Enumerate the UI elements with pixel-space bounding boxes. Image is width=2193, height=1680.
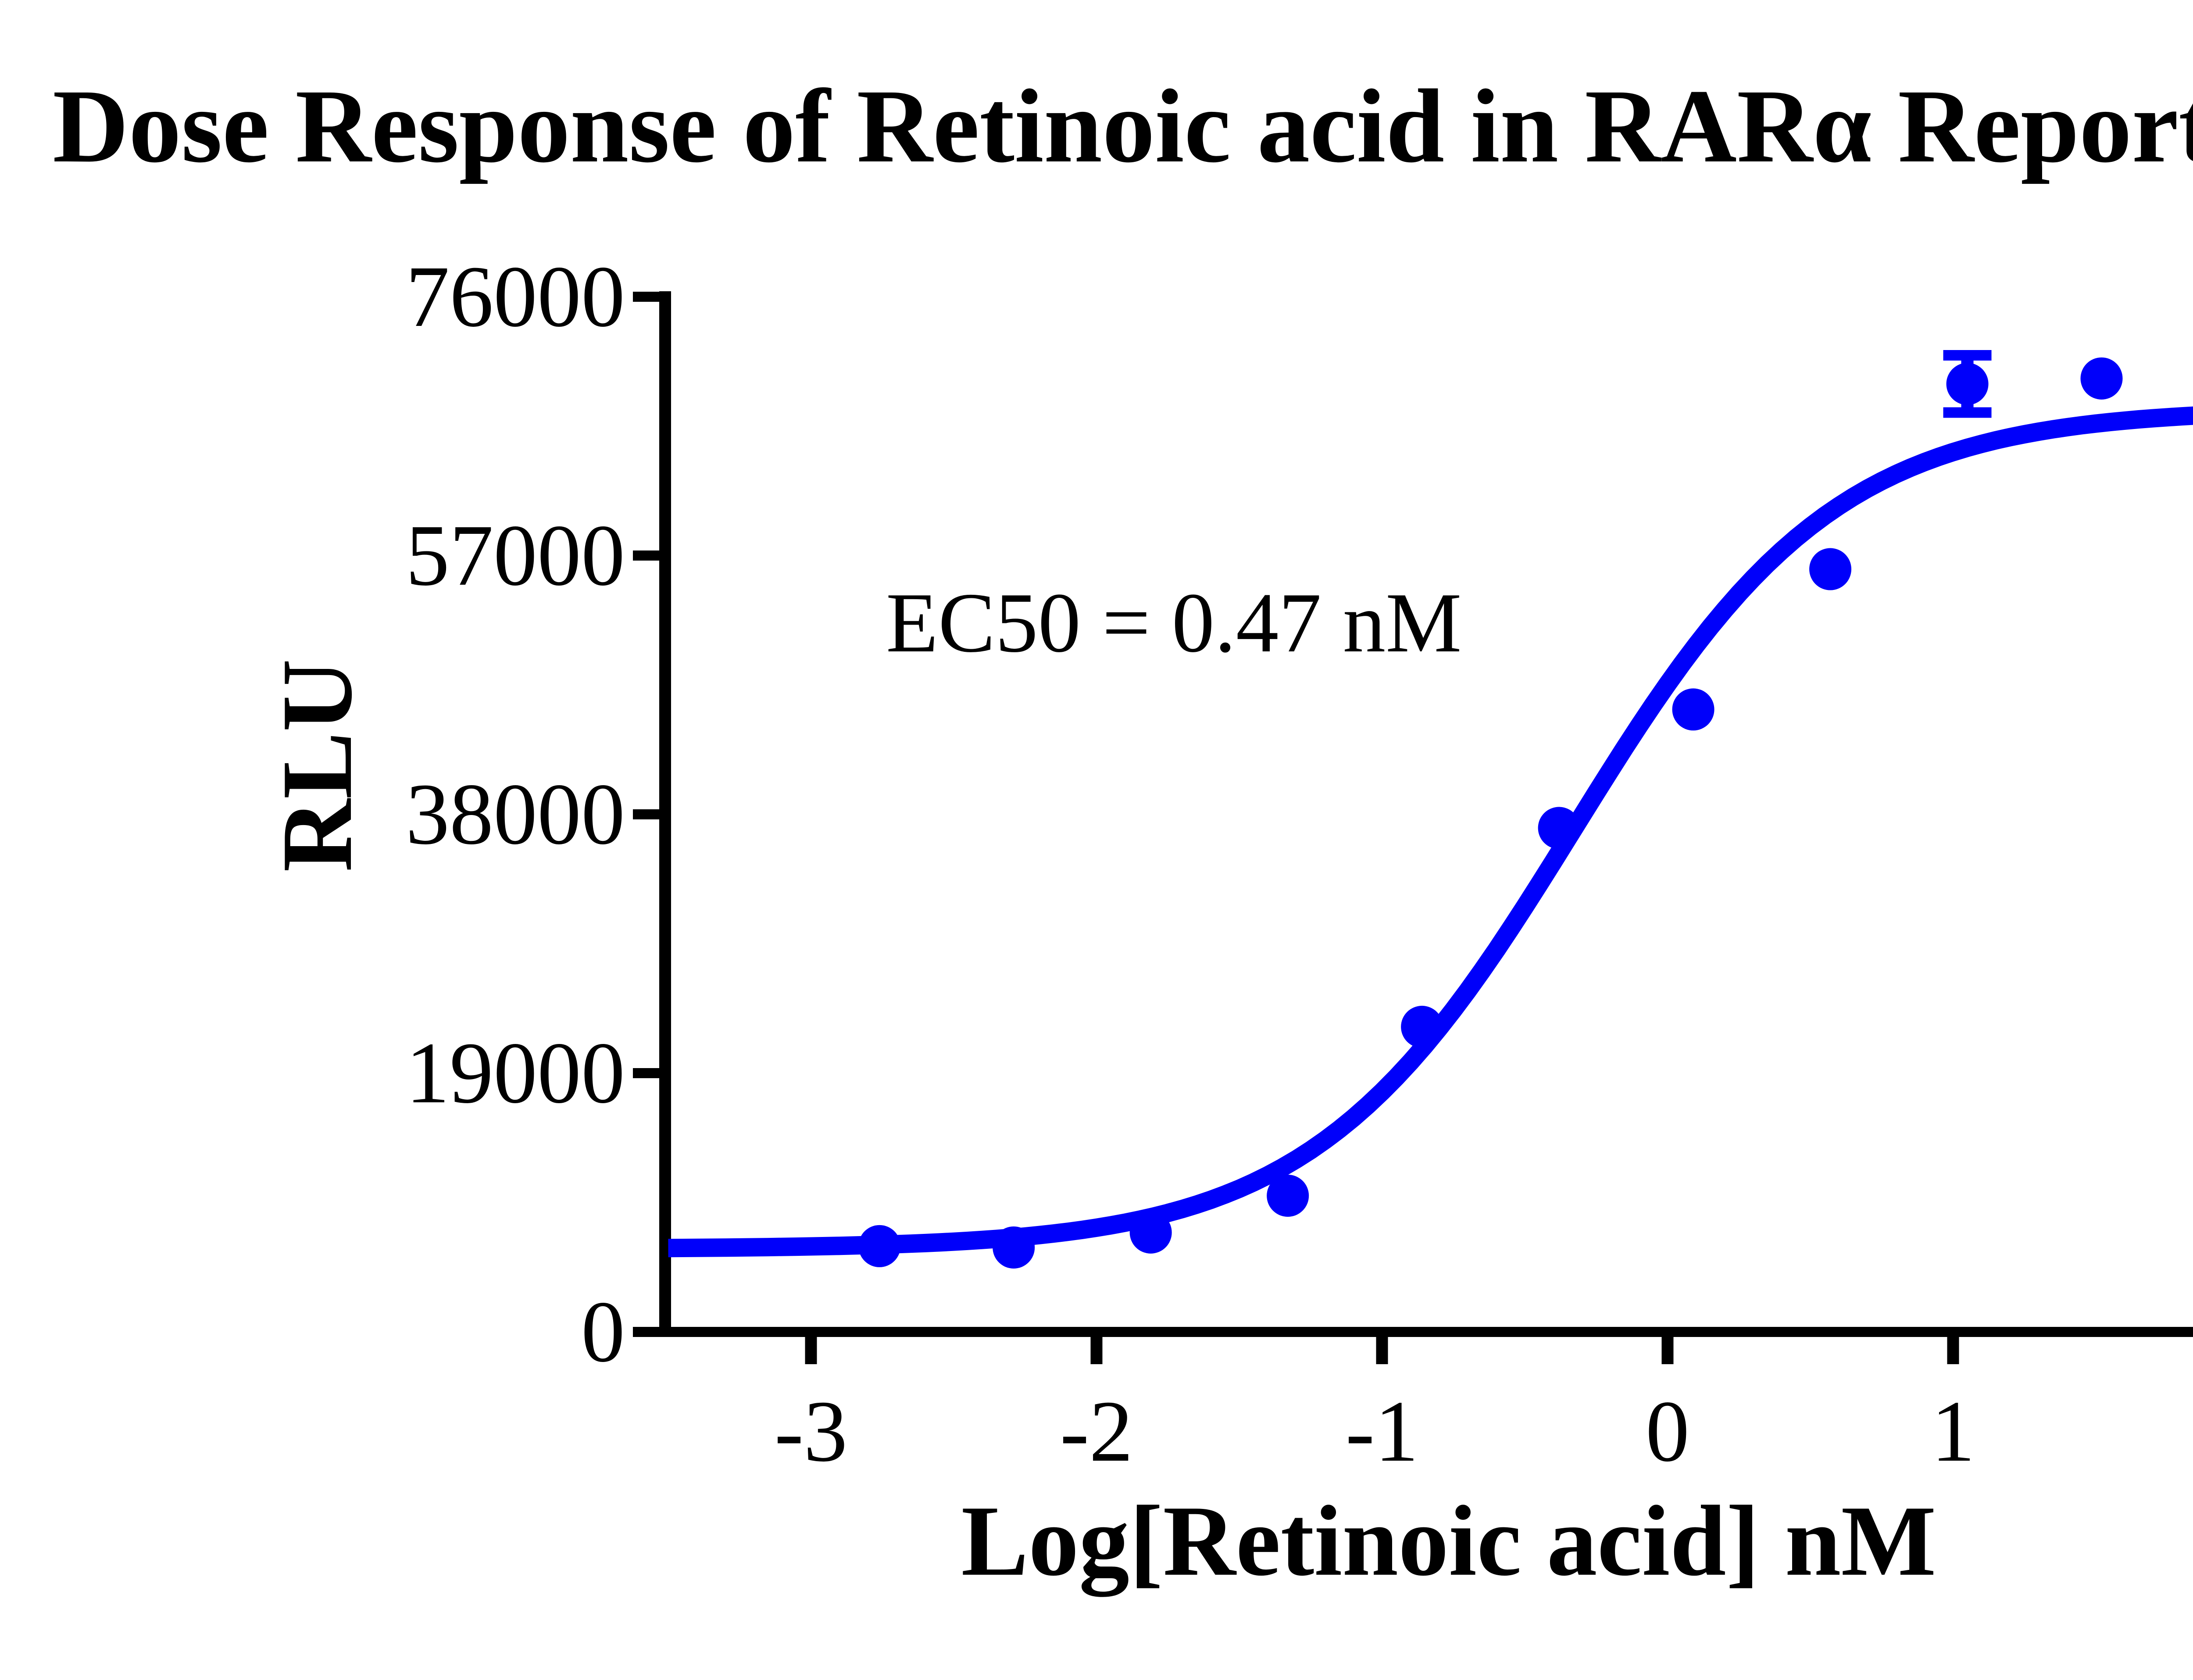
ec50-annotation: EC50 = 0.47 nM	[886, 575, 1462, 670]
y-tick-label: 38000	[406, 766, 625, 863]
x-tick-label: -1	[1346, 1383, 1419, 1480]
y-tick-label: 57000	[406, 507, 625, 604]
x-tick-label: 0	[1646, 1383, 1689, 1480]
data-point	[2080, 357, 2123, 400]
chart-title: Dose Response of Retinoic acid in RARα R…	[53, 68, 2193, 184]
y-axis-title: RLU	[261, 659, 373, 872]
x-tick-label: -3	[775, 1383, 848, 1480]
x-tick-label: -2	[1060, 1383, 1133, 1480]
y-tick-label: 19000	[406, 1025, 625, 1122]
data-point	[1946, 363, 1989, 405]
y-tick-label: 0	[581, 1283, 625, 1380]
x-tick-label: 1	[1931, 1383, 1975, 1480]
data-point	[1401, 1005, 1443, 1048]
data-point	[1538, 807, 1580, 849]
x-axis-title: Log[Retinoic acid] nM	[961, 1485, 1936, 1597]
data-point	[1672, 688, 1714, 731]
data-point	[1809, 548, 1852, 590]
data-point	[858, 1225, 901, 1267]
y-tick-label: 76000	[406, 248, 625, 345]
data-point	[993, 1226, 1035, 1269]
fit-curve	[668, 406, 2193, 1258]
data-point	[1267, 1174, 1309, 1217]
data-point	[1129, 1211, 1172, 1254]
